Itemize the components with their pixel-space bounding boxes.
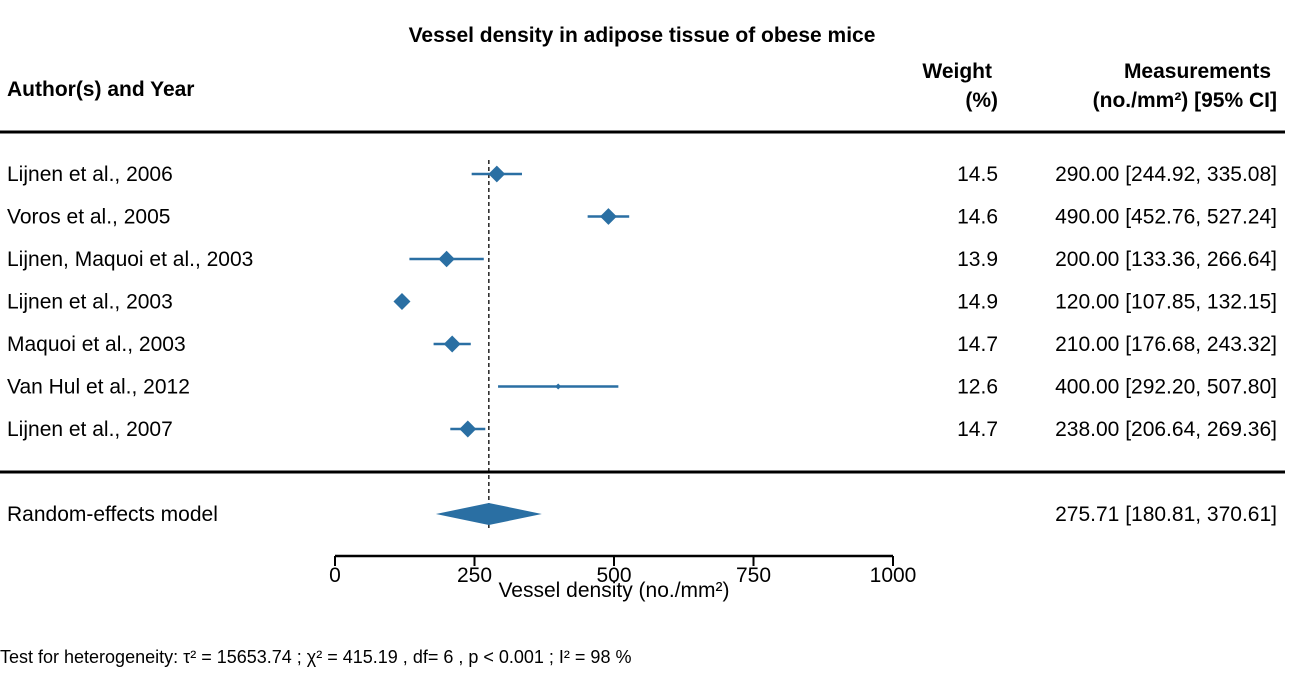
x-axis-tick-label: 250: [457, 564, 492, 587]
study-rows: Lijnen et al., 2006 14.5 290.00 [244.92, 3…: [7, 163, 1277, 526]
study-column-header: Author(s) and Year: [7, 78, 194, 101]
study-point-marker: [393, 293, 411, 310]
study-measurement: 490.00 [452.76, 527.24]: [1055, 206, 1277, 229]
weight-column-header-line2: (%): [965, 89, 998, 112]
study-label: Lijnen et al., 2006: [7, 163, 173, 186]
study-measurement: 400.00 [292.20, 507.80]: [1055, 376, 1277, 399]
measurement-column-header-line1: Measurements: [1124, 60, 1271, 83]
study-measurement: 290.00 [244.92, 335.08]: [1055, 163, 1277, 186]
plot-area: [393, 160, 630, 528]
study-measurement: 200.00 [133.36, 266.64]: [1055, 248, 1277, 271]
x-axis-tick-label: 500: [596, 564, 631, 587]
study-weight: 14.9: [957, 291, 998, 314]
x-axis-tick-label: 750: [736, 564, 771, 587]
study-label: Voros et al., 2005: [7, 206, 170, 229]
study-weight: 14.7: [957, 418, 998, 441]
study-label: Van Hul et al., 2012: [7, 376, 190, 399]
x-axis: 0 250 500 750 1000: [329, 554, 917, 587]
x-axis-label: Vessel density (no./mm²): [498, 579, 729, 602]
study-point-marker: [488, 165, 506, 183]
x-axis-tick-label: 0: [329, 564, 341, 587]
summary-measurement: 275.71 [180.81, 370.61]: [1055, 503, 1277, 526]
study-point-marker: [443, 335, 461, 353]
study-point-marker: [438, 250, 455, 268]
study-weight: 14.7: [957, 333, 998, 356]
measurement-column-header-line2: (no./mm²) [95% CI]: [1093, 89, 1277, 112]
study-point-marker: [459, 420, 477, 438]
study-label: Lijnen et al., 2007: [7, 418, 173, 441]
study-point-marker: [600, 208, 617, 225]
study-measurement: 238.00 [206.64, 269.36]: [1055, 418, 1277, 441]
study-label: Lijnen, Maquoi et al., 2003: [7, 248, 253, 271]
study-weight: 14.5: [957, 163, 998, 186]
study-point-marker: [555, 383, 562, 390]
summary-diamond: [435, 503, 542, 525]
study-weight: 14.6: [957, 206, 998, 229]
weight-column-header-line1: Weight: [922, 60, 992, 83]
heterogeneity-statistics: Test for heterogeneity: τ² = 15653.74 ; …: [0, 647, 631, 667]
study-label: Maquoi et al., 2003: [7, 333, 186, 356]
study-measurement: 210.00 [176.68, 243.32]: [1055, 333, 1277, 356]
x-axis-tick-label: 1000: [870, 564, 917, 587]
study-weight: 12.6: [957, 376, 998, 399]
study-measurement: 120.00 [107.85, 132.15]: [1055, 291, 1277, 314]
study-label: Lijnen et al., 2003: [7, 291, 173, 314]
summary-label: Random-effects model: [7, 503, 218, 526]
chart-title: Vessel density in adipose tissue of obes…: [409, 24, 876, 47]
study-weight: 13.9: [957, 248, 998, 271]
